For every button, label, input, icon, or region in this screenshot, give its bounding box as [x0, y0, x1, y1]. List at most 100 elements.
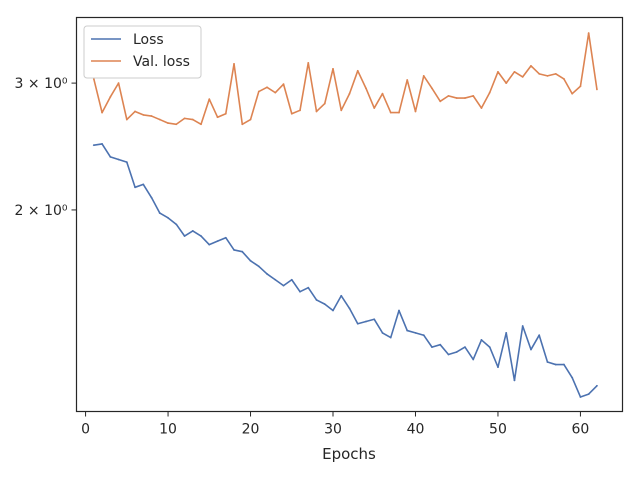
data-point	[191, 230, 194, 232]
data-point	[274, 278, 277, 281]
y-tick-label: 3 × 10⁰	[15, 76, 68, 92]
x-tick-label: 50	[489, 422, 507, 438]
data-point	[125, 118, 128, 121]
data-point	[158, 118, 161, 121]
x-tick-label: 0	[81, 422, 90, 438]
data-point	[266, 273, 268, 275]
data-point	[323, 102, 326, 105]
data-point	[183, 117, 186, 120]
data-point	[315, 110, 318, 113]
data-point	[587, 32, 590, 34]
data-point	[332, 67, 334, 70]
data-point	[249, 118, 252, 121]
data-point	[101, 143, 103, 145]
data-point	[389, 111, 392, 114]
data-point	[505, 82, 508, 84]
data-point	[497, 70, 499, 73]
data-point	[315, 299, 318, 301]
data-point	[191, 118, 194, 121]
data-point	[422, 74, 425, 77]
data-point	[290, 278, 293, 281]
data-point	[381, 331, 384, 334]
data-point	[414, 110, 417, 113]
data-point	[579, 85, 582, 88]
data-point	[134, 110, 136, 113]
data-point	[299, 109, 301, 112]
data-point	[200, 235, 202, 237]
data-point	[472, 358, 475, 361]
data-point	[348, 307, 351, 310]
data-point	[348, 92, 351, 95]
series-line-0	[93, 143, 598, 398]
legend-label-loss: Loss	[133, 32, 164, 48]
data-point	[332, 309, 334, 312]
data-point	[323, 303, 326, 306]
plot-area	[92, 32, 598, 398]
data-point	[596, 88, 598, 91]
data-point	[587, 393, 590, 396]
data-point	[150, 196, 153, 199]
series-line-1	[93, 32, 598, 126]
data-point	[431, 87, 433, 90]
data-point	[488, 91, 491, 94]
data-point	[538, 334, 541, 337]
data-point	[142, 183, 145, 186]
data-point	[439, 100, 442, 103]
data-point	[257, 90, 260, 93]
data-point	[299, 290, 301, 293]
x-tick-label: 10	[159, 422, 177, 438]
data-point	[497, 366, 499, 369]
data-point	[513, 379, 516, 382]
data-point	[340, 294, 343, 297]
y-axis: 2 × 10⁰ 3 × 10⁰	[15, 76, 77, 219]
data-point	[175, 223, 178, 226]
data-point	[373, 107, 376, 109]
data-point	[464, 346, 466, 349]
data-point	[241, 250, 244, 253]
data-point	[117, 158, 120, 161]
x-tick-label: 20	[242, 422, 260, 438]
data-point	[167, 122, 169, 124]
data-point	[521, 76, 524, 78]
data-point	[224, 112, 227, 115]
data-point	[365, 87, 367, 90]
data-point	[216, 240, 219, 243]
data-point	[125, 161, 128, 164]
data-point	[241, 123, 244, 126]
x-axis: 0 10 20 30 40 50 60	[81, 411, 589, 438]
data-point	[398, 309, 400, 312]
x-tick-label: 30	[324, 422, 342, 438]
data-point	[373, 318, 376, 321]
data-point	[109, 155, 112, 158]
data-point	[389, 336, 392, 339]
data-point	[233, 62, 235, 65]
data-point	[447, 94, 450, 97]
data-point	[167, 216, 169, 219]
data-point	[439, 343, 442, 346]
data-point	[530, 348, 532, 351]
data-point	[422, 334, 425, 337]
data-point	[455, 351, 458, 353]
data-point	[307, 286, 310, 289]
data-point	[480, 107, 483, 109]
data-point	[266, 86, 268, 89]
data-point	[233, 249, 235, 251]
data-point	[274, 91, 277, 94]
data-point	[546, 74, 549, 77]
data-point	[282, 284, 285, 287]
data-point	[282, 83, 285, 86]
data-point	[340, 109, 343, 112]
data-point	[464, 97, 466, 99]
data-point	[513, 70, 516, 73]
y-tick-label: 2 × 10⁰	[15, 203, 68, 219]
data-point	[538, 72, 541, 75]
data-point	[356, 322, 359, 325]
data-point	[307, 62, 310, 64]
data-point	[134, 186, 136, 189]
data-point	[530, 64, 532, 67]
data-point	[92, 144, 95, 147]
data-point	[521, 325, 524, 327]
data-point	[447, 353, 450, 356]
data-point	[571, 92, 574, 95]
data-point	[208, 243, 211, 246]
